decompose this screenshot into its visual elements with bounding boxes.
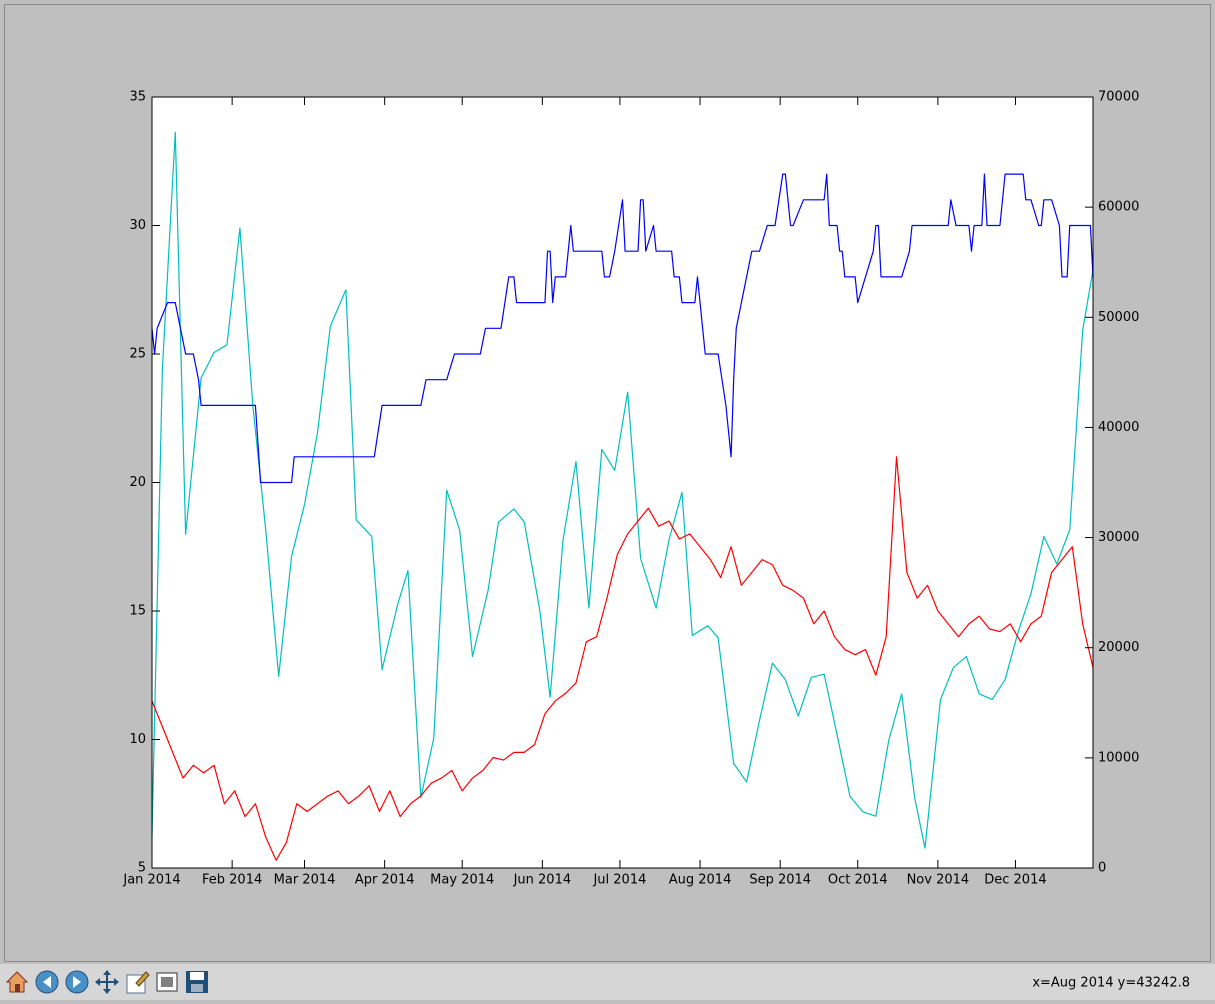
zoom-pen[interactable]: [135, 971, 150, 987]
x-tick-label: Jun 2014: [513, 873, 572, 888]
forward-arrow[interactable]: [73, 976, 81, 988]
pan-icon[interactable]: [95, 970, 119, 994]
y-tick-label: 35: [129, 90, 146, 105]
series-line: [151, 131, 1094, 849]
series-line: [151, 173, 1094, 484]
y2-tick-label: 0: [1098, 861, 1106, 876]
plot-area: [152, 97, 1093, 868]
y2-tick-label: 50000: [1098, 310, 1139, 325]
zoom-button[interactable]: [126, 971, 150, 994]
status-text: x=Aug 2014 y=43242.8: [1032, 976, 1190, 991]
x-tick-label: Apr 2014: [355, 873, 415, 888]
subplots-button[interactable]: [156, 972, 178, 992]
y2-tick-label: 70000: [1098, 90, 1139, 105]
y-tick-label: 10: [129, 732, 146, 747]
y-tick-label: 25: [129, 347, 146, 362]
series-line: [151, 456, 1094, 861]
y2-tick-label: 10000: [1098, 750, 1139, 765]
back-button[interactable]: [35, 970, 59, 994]
save-label[interactable]: [190, 972, 204, 980]
y2-tick-label: 30000: [1098, 530, 1139, 545]
x-tick-label: Sep 2014: [749, 873, 811, 888]
x-tick-label: Aug 2014: [669, 873, 732, 888]
x-tick-label: Feb 2014: [202, 873, 262, 888]
back-arrow[interactable]: [43, 976, 51, 988]
plot-layer: [151, 131, 1094, 861]
save-button[interactable]: [186, 971, 208, 993]
y-tick-label: 30: [129, 218, 146, 233]
y-tick-label: 15: [129, 604, 146, 619]
subplots-inner[interactable]: [161, 977, 173, 987]
x-tick-label: Jul 2014: [592, 873, 646, 888]
y2-tick-label: 20000: [1098, 640, 1139, 655]
home-button[interactable]: [4, 969, 30, 995]
x-tick-label: Oct 2014: [828, 873, 888, 888]
y2-tick-label: 60000: [1098, 200, 1139, 215]
x-tick-label: Dec 2014: [984, 873, 1046, 888]
pan-button[interactable]: [95, 970, 119, 994]
home-icon[interactable]: [5, 971, 29, 993]
x-tick-label: May 2014: [430, 873, 494, 888]
y-tick-label: 20: [129, 475, 146, 490]
y-tick-label: 5: [138, 861, 146, 876]
x-tick-label: Nov 2014: [907, 873, 970, 888]
save-shutter[interactable]: [191, 984, 203, 992]
y2-tick-label: 40000: [1098, 420, 1139, 435]
x-tick-label: Mar 2014: [274, 873, 336, 888]
x-tick-label: Jan 2014: [122, 873, 180, 888]
forward-button[interactable]: [65, 970, 89, 994]
home-door[interactable]: [15, 984, 20, 992]
